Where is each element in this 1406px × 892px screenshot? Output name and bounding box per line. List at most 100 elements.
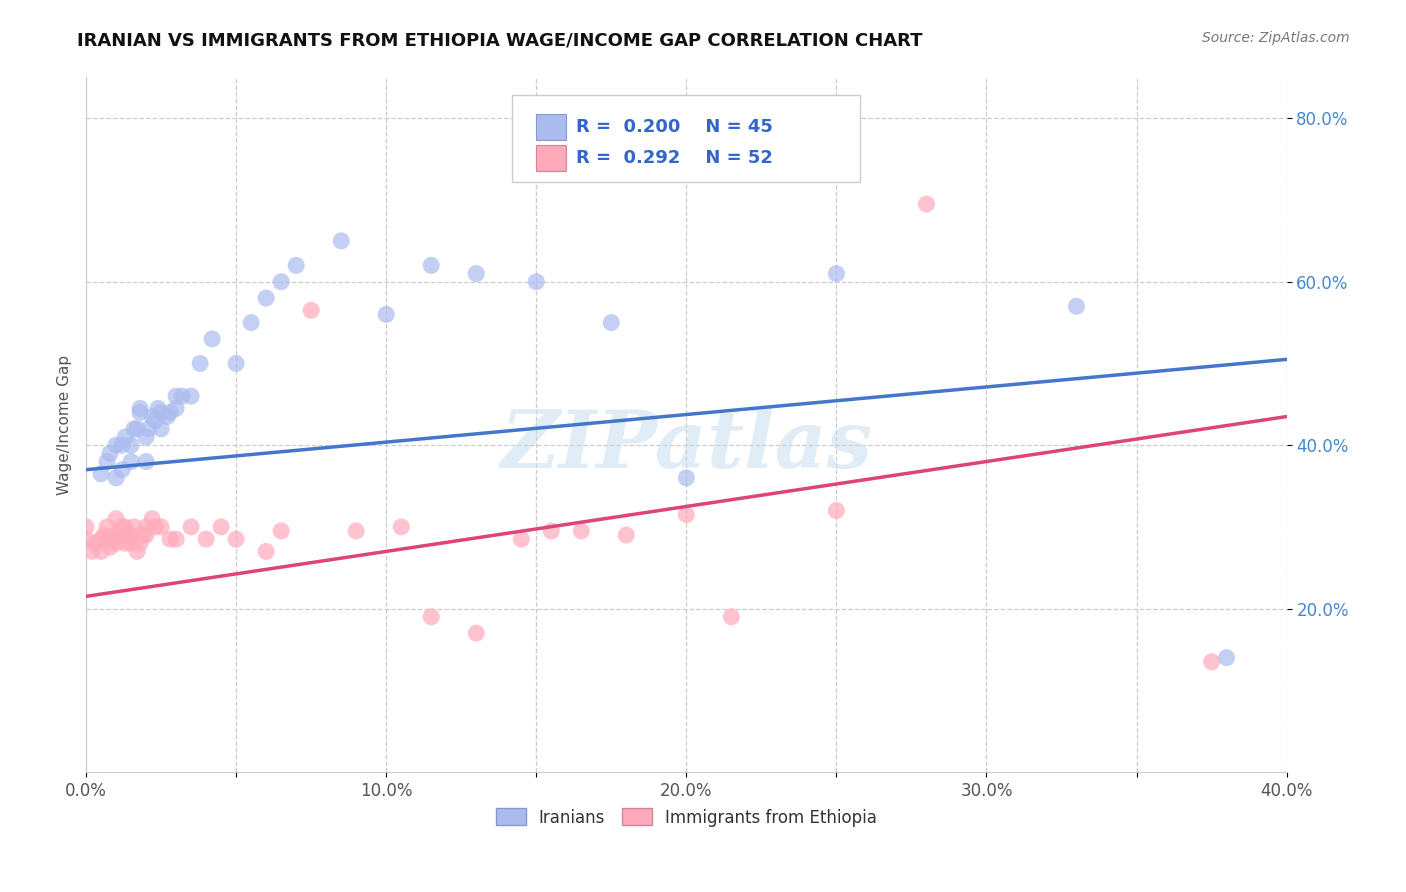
Point	[105, 528, 128, 542]
FancyBboxPatch shape	[512, 95, 860, 182]
Point	[465, 267, 488, 281]
Point	[285, 259, 308, 273]
Point	[254, 544, 277, 558]
Text: R =  0.200    N = 45: R = 0.200 N = 45	[576, 118, 773, 136]
Point	[129, 401, 152, 416]
Point	[120, 438, 142, 452]
Point	[254, 291, 277, 305]
Point	[93, 528, 115, 542]
Point	[1201, 655, 1223, 669]
Point	[90, 467, 112, 481]
Point	[915, 197, 938, 211]
Point	[188, 356, 211, 370]
Point	[375, 307, 398, 321]
Point	[138, 422, 160, 436]
Point	[101, 532, 124, 546]
Text: R =  0.292    N = 52: R = 0.292 N = 52	[576, 149, 773, 167]
Point	[135, 430, 157, 444]
Point	[569, 524, 592, 538]
Point	[165, 389, 187, 403]
Legend: Iranians, Immigrants from Ethiopia: Iranians, Immigrants from Ethiopia	[489, 802, 884, 833]
Point	[96, 520, 118, 534]
Point	[825, 267, 848, 281]
Point	[225, 356, 247, 370]
Point	[127, 422, 149, 436]
Point	[135, 454, 157, 468]
Point	[389, 520, 412, 534]
Point	[117, 528, 139, 542]
Point	[465, 626, 488, 640]
Point	[420, 259, 443, 273]
Point	[195, 532, 218, 546]
Point	[111, 438, 134, 452]
Point	[524, 275, 547, 289]
Point	[105, 438, 128, 452]
Point	[135, 528, 157, 542]
Point	[720, 609, 742, 624]
Point	[600, 316, 623, 330]
Point	[141, 512, 163, 526]
Point	[420, 609, 443, 624]
Point	[114, 520, 136, 534]
Point	[108, 528, 131, 542]
Point	[675, 508, 697, 522]
Point	[98, 541, 121, 555]
Point	[120, 536, 142, 550]
Point	[96, 454, 118, 468]
Point	[84, 536, 107, 550]
Point	[143, 520, 166, 534]
Point	[165, 532, 187, 546]
Point	[240, 316, 263, 330]
Point	[330, 234, 353, 248]
Point	[201, 332, 224, 346]
Text: ZIPatlas: ZIPatlas	[501, 407, 872, 484]
Point	[180, 389, 202, 403]
Point	[105, 471, 128, 485]
Point	[150, 422, 173, 436]
Point	[114, 536, 136, 550]
Y-axis label: Wage/Income Gap: Wage/Income Gap	[58, 355, 72, 495]
Point	[90, 544, 112, 558]
Point	[75, 532, 97, 546]
Point	[150, 520, 173, 534]
Point	[1215, 650, 1237, 665]
Point	[114, 430, 136, 444]
Point	[172, 389, 194, 403]
Point	[141, 409, 163, 424]
Point	[98, 446, 121, 460]
Point	[150, 405, 173, 419]
Point	[122, 520, 145, 534]
Point	[180, 520, 202, 534]
Point	[146, 401, 169, 416]
Point	[135, 520, 157, 534]
Point	[129, 405, 152, 419]
Point	[209, 520, 232, 534]
Bar	[536, 145, 567, 171]
Point	[159, 532, 181, 546]
Point	[344, 524, 367, 538]
Point	[156, 409, 179, 424]
Point	[111, 520, 134, 534]
Point	[510, 532, 533, 546]
Point	[80, 544, 103, 558]
Text: IRANIAN VS IMMIGRANTS FROM ETHIOPIA WAGE/INCOME GAP CORRELATION CHART: IRANIAN VS IMMIGRANTS FROM ETHIOPIA WAGE…	[77, 31, 922, 49]
Point	[127, 544, 149, 558]
Point	[90, 532, 112, 546]
Point	[105, 536, 128, 550]
Point	[129, 536, 152, 550]
Point	[270, 524, 292, 538]
Point	[98, 532, 121, 546]
Point	[540, 524, 562, 538]
Point	[111, 463, 134, 477]
Point	[75, 520, 97, 534]
Point	[270, 275, 292, 289]
Point	[165, 401, 187, 416]
Bar	[536, 113, 567, 140]
Point	[825, 503, 848, 517]
Point	[299, 303, 322, 318]
Point	[159, 405, 181, 419]
Point	[1066, 299, 1088, 313]
Point	[120, 528, 142, 542]
Point	[120, 454, 142, 468]
Point	[614, 528, 637, 542]
